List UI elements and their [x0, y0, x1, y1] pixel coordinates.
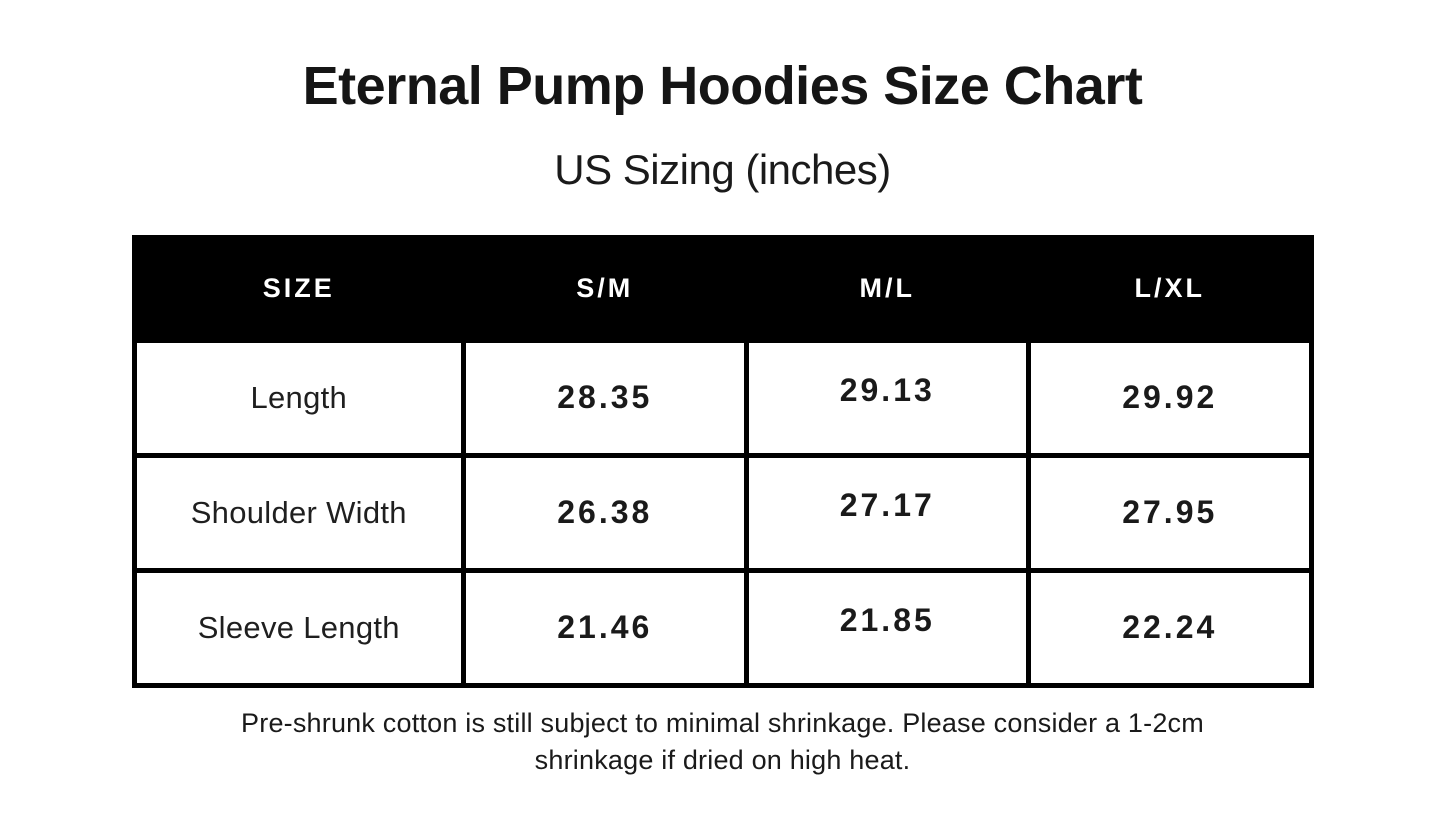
table-row-sleeve-length: Sleeve Length 21.46 21.85 22.24	[131, 567, 1314, 688]
header-cell-sm: S/M	[461, 234, 749, 343]
value-cell-shoulder-sm: 26.38	[461, 452, 749, 573]
size-table-header-row: SIZE S/M M/L L/XL	[131, 234, 1314, 343]
value-text: 29.13	[839, 372, 935, 409]
value-text: 26.38	[557, 494, 653, 531]
value-cell-length-ml: 29.13	[743, 337, 1031, 458]
value-cell-length-sm: 28.35	[461, 337, 749, 458]
value-text: 28.35	[557, 379, 653, 416]
value-cell-shoulder-lxl: 27.95	[1025, 452, 1314, 573]
value-text: 29.92	[1122, 379, 1218, 416]
value-cell-sleeve-ml: 21.85	[743, 567, 1031, 688]
value-text: 27.95	[1122, 494, 1218, 531]
value-text: 27.17	[839, 487, 935, 524]
header-cell-size: SIZE	[131, 234, 467, 343]
row-label-sleeve-length: Sleeve Length	[131, 567, 467, 688]
value-text: 22.24	[1122, 609, 1218, 646]
shrinkage-note-line1: Pre-shrunk cotton is still subject to mi…	[241, 707, 1204, 738]
table-row-shoulder-width: Shoulder Width 26.38 27.17 27.95	[131, 452, 1314, 573]
shrinkage-note: Pre-shrunk cotton is still subject to mi…	[0, 705, 1445, 780]
header-cell-lxl: L/XL	[1025, 234, 1314, 343]
value-cell-length-lxl: 29.92	[1025, 337, 1314, 458]
header-cell-ml: M/L	[743, 234, 1031, 343]
table-row-length: Length 28.35 29.13 29.92	[131, 337, 1314, 458]
size-table: SIZE S/M M/L L/XL Length 28.35 29.13 29.…	[131, 234, 1314, 688]
shrinkage-note-line2: shrinkage if dried on high heat.	[534, 744, 911, 775]
page-subtitle: US Sizing (inches)	[554, 146, 891, 194]
value-text: 21.46	[557, 609, 653, 646]
value-cell-sleeve-lxl: 22.24	[1025, 567, 1314, 688]
row-label-length: Length	[131, 337, 467, 458]
page-title: Eternal Pump Hoodies Size Chart	[302, 56, 1143, 116]
row-label-shoulder-width: Shoulder Width	[131, 452, 467, 573]
value-text: 21.85	[839, 602, 935, 639]
value-cell-shoulder-ml: 27.17	[743, 452, 1031, 573]
value-cell-sleeve-sm: 21.46	[461, 567, 749, 688]
